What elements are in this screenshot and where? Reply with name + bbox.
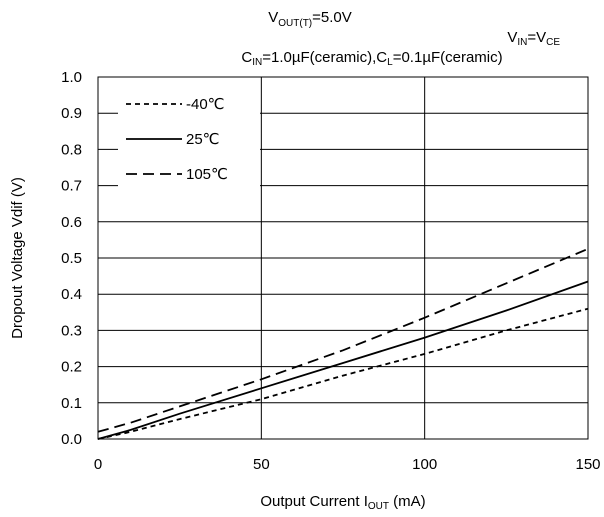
- x-tick-label: 50: [253, 456, 270, 473]
- x-tick-label: 0: [94, 456, 102, 473]
- series-line-1: [97, 280, 589, 440]
- y-tick-label: 0.9: [61, 105, 82, 122]
- y-tick-label: 0.7: [61, 178, 82, 195]
- legend-label-1: 25℃: [186, 131, 220, 148]
- legend-background: [118, 90, 260, 190]
- x-tick-label: 150: [575, 456, 600, 473]
- x-tick-labels: 0 50 100 150: [94, 456, 601, 473]
- y-tick-label: 0.6: [61, 214, 82, 231]
- y-tick-label: 0.1: [61, 395, 82, 412]
- y-axis-label: Dropout Voltage Vdif (V): [9, 177, 26, 339]
- y-tick-label: 0.3: [61, 322, 82, 339]
- series-line-0: [97, 307, 589, 440]
- chart-title-line2: VIN=VCE: [507, 29, 560, 48]
- x-tick-label: 100: [412, 456, 437, 473]
- legend-label-2: 105℃: [186, 166, 228, 183]
- legend: -40℃ 25℃ 105℃: [126, 96, 228, 183]
- y-tick-labels: 0.0 0.1 0.2 0.3 0.4 0.5 0.6 0.7 0.8 0.9 1.0: [61, 69, 82, 448]
- legend-label-0: -40℃: [186, 96, 225, 113]
- y-tick-label: 0.4: [61, 286, 82, 303]
- y-tick-label: 0.8: [61, 141, 82, 158]
- x-axis-label: Output Current IOUT (mA): [260, 493, 425, 512]
- y-tick-label: 0.2: [61, 359, 82, 376]
- y-tick-label: 1.0: [61, 69, 82, 86]
- series-lines: [97, 248, 589, 440]
- series-line-2: [97, 248, 589, 433]
- chart-title-line1: VOUT(T)=5.0V: [268, 9, 352, 29]
- y-tick-label: 0.0: [61, 431, 82, 448]
- chart-title-line3: CIN=1.0µF(ceramic),CL=0.1µF(ceramic): [241, 49, 502, 68]
- y-tick-label: 0.5: [61, 250, 82, 267]
